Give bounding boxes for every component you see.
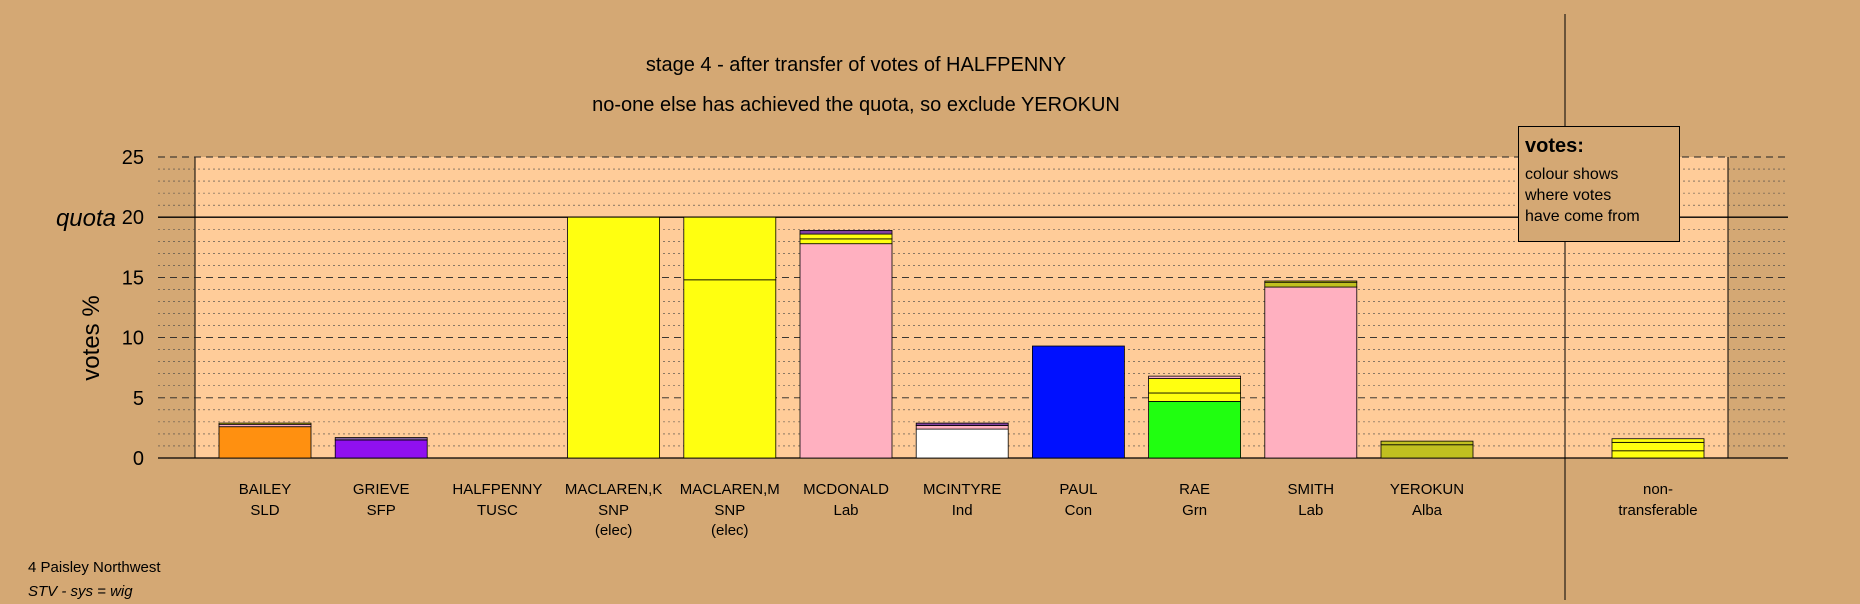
bar-mcintyre-segment-2 (915, 422, 1009, 426)
bar-mcintyre-segment-1 (915, 425, 1009, 430)
candidate-note-maclaren-m: (elec) (711, 522, 749, 539)
y-tick-label-5: 25 (122, 147, 144, 169)
candidate-name-bailey: BAILEY (239, 481, 292, 498)
chart-title: stage 4 - after transfer of votes of HAL… (646, 54, 1066, 76)
nontransferable-label-2: transferable (1618, 502, 1697, 519)
x-labels: BAILEY SLD GRIEVE SFP HALFPENNY TUSC MACLAREN,… (239, 481, 1698, 539)
candidate-name-yerokun: YEROKUN (1390, 481, 1464, 498)
bar-rae-segment-1 (1148, 392, 1241, 402)
bar-mcdonald-segment-0 (799, 243, 893, 459)
candidate-name-halfpenny: HALFPENNY (452, 481, 542, 498)
candidate-party-maclaren-m: SNP (714, 502, 745, 519)
bar-nontransferable-segment-1 (1611, 441, 1705, 452)
bar-nontransferable-segment-0 (1611, 450, 1705, 459)
bar-smith-segment-2 (1264, 280, 1358, 283)
bar-rae-segment-2 (1148, 378, 1241, 394)
candidate-name-rae: RAE (1179, 481, 1210, 498)
bar-yerokun-segment-0 (1380, 444, 1474, 459)
bar-grieve-segment-0 (334, 439, 428, 459)
candidate-name-smith: SMITH (1287, 481, 1334, 498)
bar-maclaren-k-segment-0 (567, 216, 660, 459)
bar-paul-segment-0 (1032, 345, 1125, 459)
bar-rae-segment-3 (1148, 375, 1241, 379)
footer-system: STV - sys = wig (28, 583, 133, 600)
footer-constituency: 4 Paisley Northwest (28, 559, 161, 576)
legend-line-1: colour shows (1525, 166, 1619, 183)
candidate-name-mcdonald: MCDONALD (803, 481, 889, 498)
bar-bailey-segment-2 (218, 422, 312, 425)
bar-rae-segment-0 (1148, 401, 1241, 459)
y-axis: 0 5 10 15 20 25 (122, 147, 144, 470)
candidate-name-mcintyre: MCINTYRE (923, 481, 1001, 498)
bar-maclaren-m-segment-0 (683, 279, 777, 459)
bar-mcintyre-segment-0 (915, 428, 1009, 459)
bar-smith-segment-1 (1264, 281, 1358, 288)
plot-area (194, 14, 1729, 600)
candidate-party-bailey: SLD (250, 502, 279, 519)
candidate-party-smith: Lab (1298, 502, 1323, 519)
candidate-name-paul: PAUL (1059, 481, 1097, 498)
y-axis-label: votes % (78, 295, 105, 380)
legend-line-3: have come from (1525, 208, 1640, 225)
bar-mcdonald-segment-2 (799, 233, 893, 240)
y-tick-label-0: 0 (133, 448, 144, 470)
candidate-party-mcintyre: Ind (952, 502, 973, 519)
y-tick-label-4: 20 (122, 207, 144, 229)
candidate-name-grieve: GRIEVE (353, 481, 410, 498)
y-tick-label-1: 5 (133, 388, 144, 410)
candidate-party-yerokun: Alba (1412, 502, 1443, 519)
candidate-party-rae: Grn (1182, 502, 1207, 519)
footer: 4 Paisley Northwest STV - sys = wig (28, 556, 161, 604)
candidate-party-mcdonald: Lab (833, 502, 858, 519)
plot-background (195, 157, 1728, 458)
bar-grieve-segment-1 (334, 437, 428, 441)
grid-lines (158, 156, 1788, 459)
quota-label: quota (56, 205, 116, 232)
candidate-name-maclaren-m: MACLAREN,M (680, 481, 780, 498)
legend-line-2: where votes (1525, 187, 1612, 204)
bar-maclaren-m-segment-1 (683, 216, 777, 281)
legend: votes: colour shows where votes have com… (1518, 126, 1680, 242)
bar-mcdonald-segment-3 (799, 230, 893, 235)
candidate-party-maclaren-k: SNP (598, 502, 629, 519)
candidate-note-maclaren-k: (elec) (595, 522, 633, 539)
legend-title: votes: (1525, 135, 1584, 157)
y-tick-label-3: 15 (122, 267, 144, 289)
nontransferable-label-1: non- (1643, 481, 1673, 498)
candidate-party-grieve: SFP (367, 502, 396, 519)
bar-nontransferable-segment-2 (1611, 438, 1705, 443)
candidate-party-halfpenny: TUSC (477, 502, 518, 519)
bar-smith-segment-0 (1264, 286, 1358, 459)
bar-mcdonald-segment-1 (799, 238, 893, 245)
bar-yerokun-segment-1 (1380, 440, 1474, 446)
candidate-name-maclaren-k: MACLAREN,K (565, 481, 663, 498)
bar-bailey-segment-0 (218, 426, 312, 459)
candidate-party-paul: Con (1065, 502, 1093, 519)
y-tick-label-2: 10 (122, 328, 144, 350)
bars (218, 216, 1705, 459)
chart-subtitle: no-one else has achieved the quota, so e… (592, 94, 1120, 116)
